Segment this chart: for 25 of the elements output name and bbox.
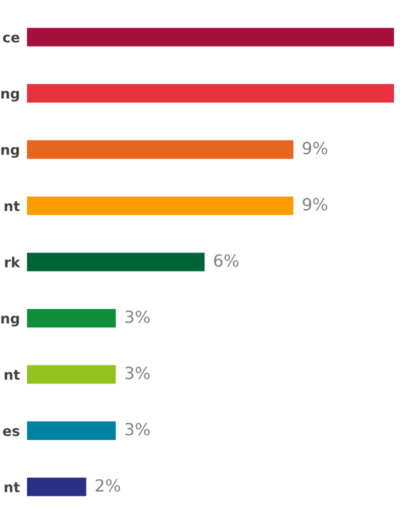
y-tick-label: rk [5,256,20,268]
data-label: 9% [302,142,328,154]
data-label: 3% [125,366,150,380]
y-tick-label: nt [4,370,20,380]
y-tick-label: ce [3,34,20,43]
data-label: 3% [125,310,150,324]
y-tick-label: nt [4,482,20,492]
data-label: 9% [302,198,328,211]
bar [27,84,394,103]
data-label: 2% [96,479,120,492]
bar [27,28,394,46]
bar [27,308,116,328]
bar [27,478,86,496]
bar [27,140,294,159]
y-tick-label: nt [4,201,20,212]
data-label: 3% [125,422,150,436]
bar [27,365,116,384]
bar [27,252,205,272]
bar [27,421,116,440]
y-tick-label: ng [1,316,19,326]
y-tick-label: es [2,428,20,436]
y-tick-label: ng [1,147,19,158]
data-label: 6% [214,254,238,267]
y-tick-label: ng [1,90,19,102]
bar [27,196,294,216]
